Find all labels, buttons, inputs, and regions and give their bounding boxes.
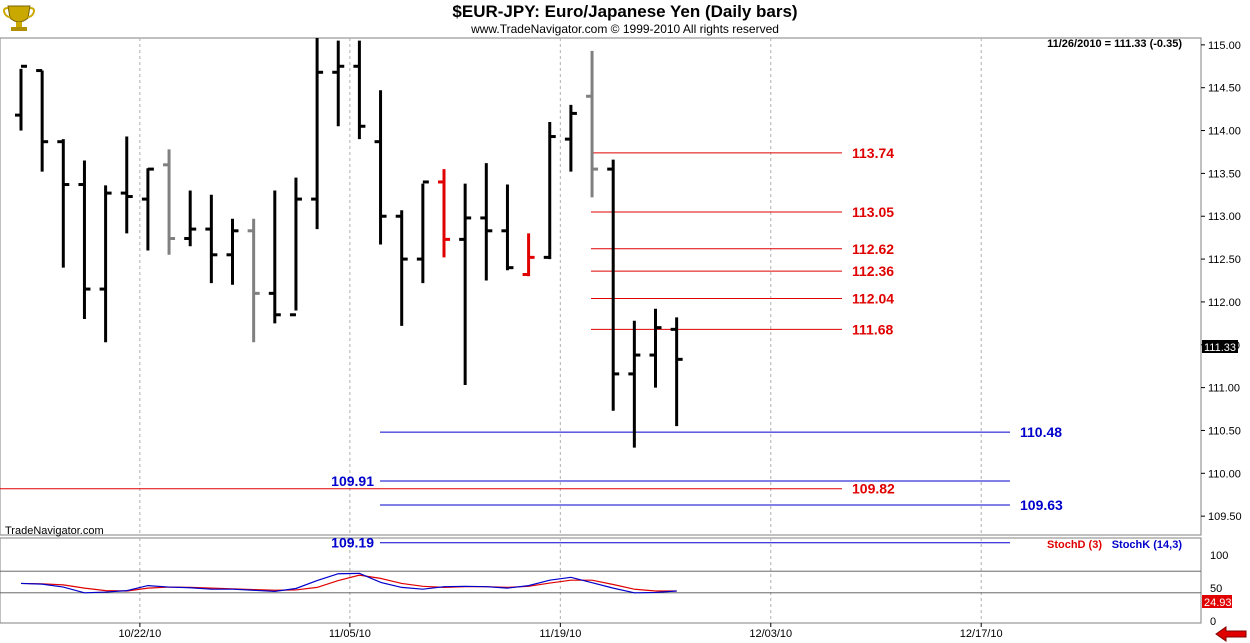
ohlc-bar xyxy=(649,308,662,388)
ohlc-bar xyxy=(205,194,218,284)
y-tick-label: 114.00 xyxy=(1208,126,1241,138)
y-tick-label: 114.50 xyxy=(1208,83,1241,95)
ohlc-bar xyxy=(99,185,112,343)
level-label-109-82: 109.82 xyxy=(852,481,895,497)
ohlc-bar xyxy=(628,320,641,448)
stoch-tick-label: 100 xyxy=(1210,550,1228,562)
chart-subtitle: www.TradeNavigator.com © 1999-2010 All r… xyxy=(471,22,779,36)
ohlc-bar xyxy=(480,163,493,281)
ohlc-bar xyxy=(247,218,260,343)
y-tick-label: 113.00 xyxy=(1208,211,1241,223)
ohlc-bar xyxy=(607,159,620,411)
stochd-line xyxy=(20,574,677,592)
ohlc-bar xyxy=(36,69,49,172)
stoch-tick-label: 50 xyxy=(1210,583,1222,595)
legend-stochd: StochD (3) xyxy=(1047,539,1102,551)
ohlc-bar xyxy=(564,104,577,172)
ohlc-bar xyxy=(226,218,239,285)
level-label-109-19: 109.19 xyxy=(331,535,374,551)
last-stoch-label: 24.93 xyxy=(1204,597,1232,609)
last-stoch-box xyxy=(1202,595,1232,608)
ohlc-bar xyxy=(268,190,281,324)
stochk-line xyxy=(20,572,677,594)
level-label-112-36: 112.36 xyxy=(852,263,894,279)
ohlc-bar xyxy=(395,210,408,326)
ohlc-bar xyxy=(586,50,599,198)
stoch-tick-label: 0 xyxy=(1210,616,1216,628)
level-label-110-48: 110.48 xyxy=(1020,424,1062,440)
ohlc-bar xyxy=(163,149,176,255)
chart-title: $EUR-JPY: Euro/Japanese Yen (Daily bars) xyxy=(452,2,798,21)
level-label-109-91: 109.91 xyxy=(331,473,374,489)
ohlc-bar xyxy=(332,40,345,127)
price-panel xyxy=(0,37,1202,536)
level-label-111-68: 111.68 xyxy=(852,321,893,337)
y-tick-label: 112.00 xyxy=(1208,297,1241,309)
price-bars xyxy=(15,38,683,448)
y-tick-label: 115.00 xyxy=(1208,40,1241,52)
level-label-112-62: 112.62 xyxy=(852,241,894,257)
date-axis: 10/22/10 11/05/10 11/19/10 12/03/10 12/17/10 xyxy=(118,623,1003,640)
ohlc-bar xyxy=(438,169,450,258)
price-axis: 115.00 114.50 114.00 113.50 113.00 112.50 112.… xyxy=(1201,40,1242,523)
x-tick-label: 12/03/10 xyxy=(749,628,792,640)
last-price-box xyxy=(1202,340,1238,353)
chart-header: $EUR-JPY: Euro/Japanese Yen (Daily bars)… xyxy=(0,0,1250,38)
ohlc-bar xyxy=(120,136,133,234)
ohlc-bar xyxy=(522,233,535,277)
scroll-right-arrow-icon[interactable] xyxy=(1214,626,1248,642)
ohlc-bar xyxy=(78,160,91,320)
level-label-113-74: 113.74 xyxy=(852,145,894,161)
trophy-icon[interactable] xyxy=(2,2,36,34)
ohlc-bar xyxy=(501,184,514,271)
ohlc-bar xyxy=(15,64,27,131)
ohlc-bar xyxy=(289,177,302,317)
y-tick-label: 113.50 xyxy=(1208,168,1241,180)
ohlc-bar xyxy=(459,183,472,386)
x-tick-label: 12/17/10 xyxy=(960,628,1003,640)
stoch-panel xyxy=(0,537,1202,624)
last-price-label: 111.33 xyxy=(1204,342,1236,354)
ohlc-bar xyxy=(670,317,683,427)
legend-stochk: StochK (14,3) xyxy=(1112,539,1183,551)
last-quote-label: 11/26/2010 = 111.33 (-0.35) xyxy=(1047,38,1182,50)
level-label-109-63: 109.63 xyxy=(1020,497,1063,513)
x-tick-label: 10/22/10 xyxy=(118,628,161,640)
ohlc-bar xyxy=(311,38,324,230)
ohlc-bar xyxy=(353,40,366,140)
ohlc-bar xyxy=(416,180,429,284)
x-tick-label: 11/19/10 xyxy=(539,628,581,640)
ohlc-bar xyxy=(57,139,70,268)
y-tick-label: 110.50 xyxy=(1208,425,1241,437)
y-tick-label: 111.00 xyxy=(1208,383,1240,395)
x-tick-label: 11/05/10 xyxy=(329,628,371,640)
watermark: TradeNavigator.com xyxy=(5,525,104,537)
y-tick-label: 109.50 xyxy=(1208,511,1242,523)
level-label-113-05: 113.05 xyxy=(852,204,894,220)
ohlc-bar xyxy=(141,167,154,251)
y-tick-label: 110.00 xyxy=(1208,468,1241,480)
grid xyxy=(0,38,1201,623)
ohlc-bar xyxy=(543,121,556,260)
stochastic-lines xyxy=(20,572,677,594)
ohlc-bar xyxy=(374,90,387,245)
ohlc-bar xyxy=(184,190,197,247)
stoch-axis: 100 50 0 xyxy=(1210,550,1228,628)
level-label-112-04: 112.04 xyxy=(852,290,894,306)
y-tick-label: 112.50 xyxy=(1208,254,1241,266)
price-levels: 113.74 113.05 112.62 112.36 112.04 111.68 110.… xyxy=(0,145,1063,551)
